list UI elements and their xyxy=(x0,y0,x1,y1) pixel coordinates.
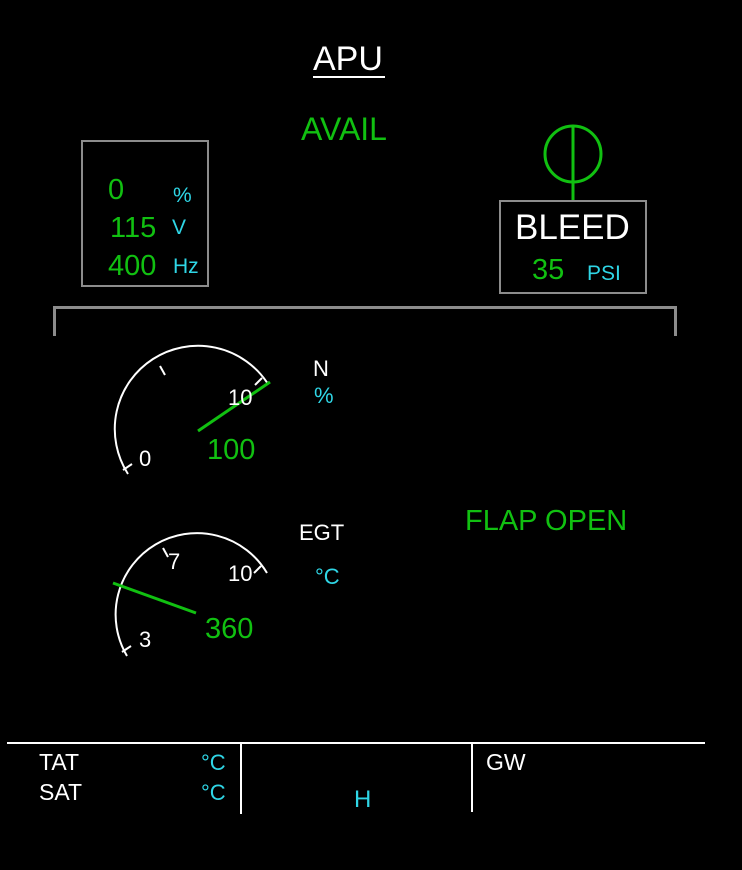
egt-gauge-mid-label: 7 xyxy=(168,549,181,574)
gen-load-value: 0 xyxy=(108,174,125,206)
separator-bracket-right xyxy=(674,306,677,336)
gen-volt-unit: V xyxy=(172,216,187,239)
bottom-bar-divider xyxy=(7,742,705,744)
bleed-pressure-value: 35 xyxy=(532,254,565,286)
bottom-bar-separator-1 xyxy=(240,742,242,814)
gen-freq-unit: Hz xyxy=(173,255,199,278)
page-title: APU xyxy=(313,40,383,78)
egt-gauge-unit: °C xyxy=(315,564,340,589)
tat-label: TAT xyxy=(39,749,80,775)
n-gauge-dial xyxy=(113,344,271,475)
page-title-underline xyxy=(313,76,385,78)
egt-gauge-label: EGT xyxy=(299,520,345,545)
separator-bracket-top xyxy=(53,306,677,309)
bottom-bar-separator-2 xyxy=(471,742,473,812)
time-hours-label: H xyxy=(354,786,372,813)
gen-load-unit: % xyxy=(173,184,192,207)
bleed-label: BLEED xyxy=(515,208,630,247)
sat-unit: °C xyxy=(201,780,226,805)
generator-box xyxy=(81,140,209,287)
separator-bracket-left xyxy=(53,306,56,336)
sat-label: SAT xyxy=(39,779,83,805)
egt-gauge-low-label: 3 xyxy=(139,627,152,652)
gen-volt-value: 115 xyxy=(110,212,157,244)
n-gauge-max-label: 10 xyxy=(228,385,253,410)
gross-weight-label: GW xyxy=(486,749,526,775)
tat-unit: °C xyxy=(201,750,226,775)
apu-avail-status: AVAIL xyxy=(301,111,387,147)
n-gauge-min-label: 0 xyxy=(139,446,152,471)
n-gauge-label: N xyxy=(313,356,329,381)
egt-gauge-value: 360 xyxy=(205,613,254,645)
egt-gauge-max-label: 10 xyxy=(228,561,253,586)
flap-status: FLAP OPEN xyxy=(465,505,628,537)
bleed-pressure-unit: PSI xyxy=(587,262,621,285)
n-gauge-value: 100 xyxy=(207,434,256,466)
n-gauge-unit: % xyxy=(314,383,334,408)
gen-freq-value: 400 xyxy=(108,250,157,282)
egt-gauge-dial xyxy=(112,532,268,657)
bleed-box xyxy=(499,200,647,294)
